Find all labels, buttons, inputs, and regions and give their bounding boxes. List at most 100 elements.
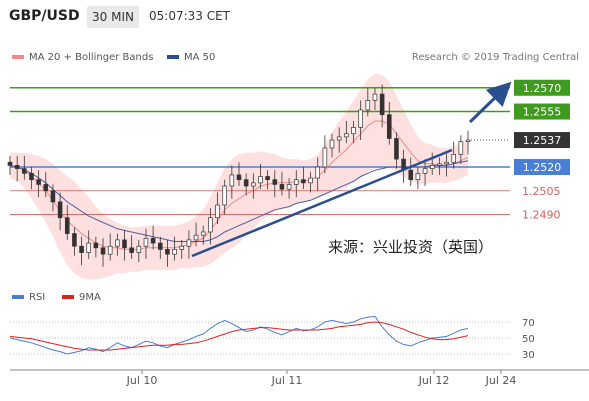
source-annotation: 来源：兴业投资（英国） — [328, 238, 494, 256]
rsi-swatch — [12, 295, 24, 299]
x-tick-label-0: Jul 10 — [126, 374, 158, 387]
candle-59 — [429, 152, 435, 175]
current-price-tag — [514, 132, 570, 149]
candle-44 — [322, 135, 328, 174]
candle-5 — [43, 171, 49, 198]
candle-7 — [57, 192, 63, 231]
candle-27 — [200, 225, 206, 245]
chart-header: GBP/USD 30 MIN 05:07:33 CET — [0, 0, 589, 38]
price-chart[interactable]: 1.2570 1.2555 1.2537 1.2520 1.2505 1.2490 — [0, 0, 589, 290]
candle-30 — [222, 179, 227, 215]
candle-21 — [157, 236, 163, 259]
candle-14 — [107, 233, 113, 261]
level-tag-0 — [514, 79, 570, 96]
ma50-line — [9, 160, 469, 242]
candle-48 — [351, 121, 356, 144]
candle-20 — [150, 225, 156, 250]
ma50-swatch — [167, 55, 179, 59]
level-tag-3 — [514, 159, 570, 175]
candle-62 — [451, 141, 456, 169]
candle-25 — [186, 230, 192, 259]
candle-24 — [179, 239, 185, 259]
ma20-swatch — [12, 55, 24, 59]
candle-42 — [308, 171, 313, 193]
candle-33 — [243, 173, 249, 196]
legend-ma50-label: MA 50 — [184, 52, 216, 63]
candle-64 — [465, 130, 471, 155]
candle-9 — [72, 227, 77, 256]
rsi-ma-line — [9, 321, 469, 351]
symbol-label: GBP/USD — [9, 8, 80, 24]
candle-35 — [258, 163, 263, 190]
candle-4 — [36, 170, 41, 198]
time-label: 05:07:33 CET — [149, 9, 230, 23]
candle-54 — [394, 132, 399, 169]
level-label-3: 1.2520 — [523, 161, 562, 174]
candle-17 — [129, 235, 134, 259]
legend-ma20: MA 20 + Bollinger Bands — [12, 52, 153, 63]
legend-rsi-ma-label: 9MA — [79, 292, 101, 303]
level-tag-1 — [514, 103, 570, 120]
candle-1 — [14, 155, 20, 182]
legend-rsi-label: RSI — [29, 292, 46, 303]
rsi-level-label-0: 70 — [522, 318, 535, 329]
legend-ma50: MA 50 — [167, 52, 215, 63]
timeframe-button[interactable]: 30 MIN — [87, 6, 139, 28]
candle-0 — [7, 155, 13, 175]
level-label-2: 1.2537 — [523, 134, 562, 147]
candle-52 — [379, 84, 385, 128]
candle-41 — [301, 167, 306, 190]
candle-36 — [265, 170, 270, 190]
candle-49 — [358, 100, 363, 141]
forecast-arrow — [468, 81, 512, 124]
candle-46 — [336, 127, 342, 153]
rsi-line — [9, 315, 469, 355]
trendline — [191, 148, 453, 258]
candle-38 — [279, 171, 285, 196]
x-tick-label-1: Jul 11 — [271, 374, 303, 387]
candle-63 — [458, 135, 464, 164]
candle-58 — [422, 159, 428, 187]
rsi-level-label-1: 50 — [522, 334, 535, 345]
ma20-line — [9, 120, 469, 250]
rsi-level-label-2: 30 — [522, 350, 535, 361]
rsi-ma-swatch — [62, 295, 74, 299]
candle-45 — [329, 133, 335, 158]
candle-10 — [79, 236, 84, 266]
candle-39 — [286, 178, 292, 199]
candle-31 — [229, 165, 235, 199]
candle-32 — [236, 162, 242, 187]
candle-57 — [415, 167, 421, 190]
rsi-chart[interactable]: 70 50 30 Jul 10 Jul 11 Jul 12 Jul 24 — [0, 300, 589, 401]
candle-22 — [165, 239, 170, 267]
candle-47 — [344, 121, 349, 144]
candle-13 — [100, 238, 106, 267]
candle-40 — [293, 170, 299, 198]
legend-rsi: RSI — [12, 292, 45, 303]
level-label-0: 1.2570 — [523, 82, 562, 95]
candle-19 — [143, 228, 149, 259]
candle-23 — [172, 236, 177, 261]
candle-8 — [64, 205, 70, 240]
candle-34 — [251, 173, 256, 199]
candle-18 — [136, 239, 142, 263]
candle-37 — [272, 170, 278, 198]
candle-12 — [93, 236, 99, 258]
candle-28 — [208, 208, 213, 245]
candle-6 — [50, 184, 56, 212]
candle-56 — [408, 157, 414, 187]
legend-rsi-ma: 9MA — [62, 292, 101, 303]
candle-2 — [22, 155, 27, 180]
candle-16 — [122, 230, 127, 261]
candle-29 — [215, 192, 220, 225]
x-tick-label-2: Jul 12 — [418, 374, 450, 387]
research-credit: Research © 2019 Trading Central — [411, 52, 579, 63]
candle-26 — [193, 222, 199, 247]
candle-61 — [444, 152, 449, 177]
candle-60 — [437, 157, 442, 175]
candle-3 — [29, 167, 34, 190]
candle-53 — [386, 102, 392, 145]
candle-15 — [115, 233, 120, 256]
x-tick-label-3: Jul 24 — [485, 374, 517, 387]
level-label-5: 1.2490 — [522, 209, 561, 222]
